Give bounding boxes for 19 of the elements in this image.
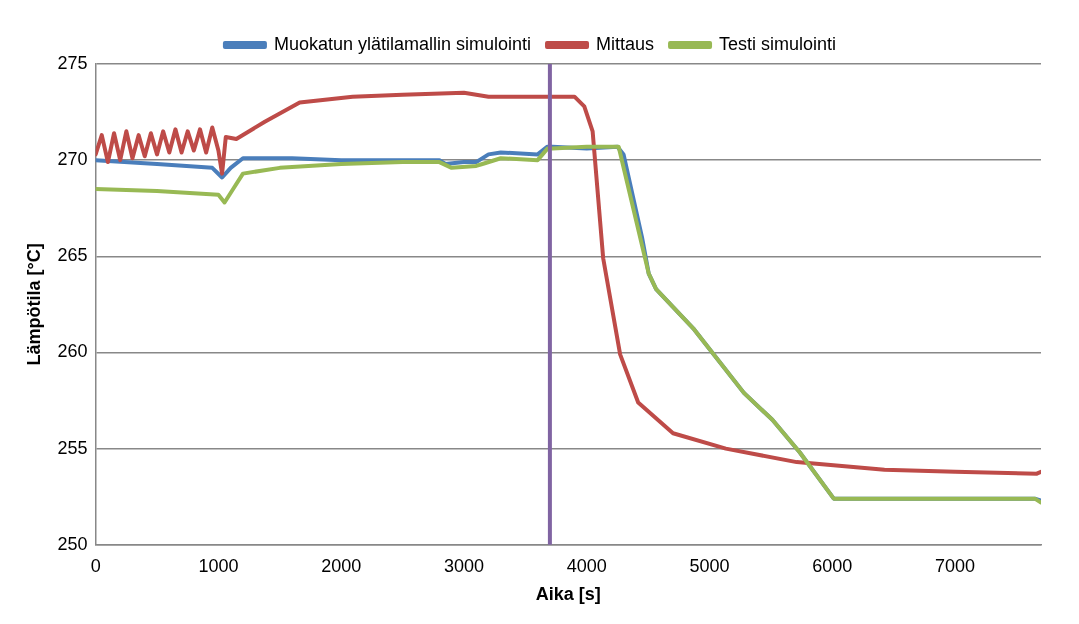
x-tick-label: 6000 [812, 555, 853, 576]
x-tick-label: 7000 [935, 555, 976, 576]
x-axis-title: Aika [s] [535, 584, 601, 605]
y-tick-label: 275 [57, 52, 88, 73]
legend-label: Testi simulointi [719, 33, 837, 54]
legend-label: Muokatun ylätilamallin simulointi [273, 33, 532, 54]
x-tick-label: 1000 [198, 555, 239, 576]
y-tick-label: 260 [57, 341, 88, 362]
y-tick-label: 270 [57, 149, 88, 170]
x-tick-label: 4000 [566, 555, 607, 576]
x-tick-label: 5000 [689, 555, 730, 576]
y-tick-label: 265 [57, 245, 88, 266]
y-tick-label: 255 [57, 437, 88, 458]
legend-label: Mittaus [596, 33, 655, 54]
x-tick-label: 0 [90, 555, 101, 576]
y-axis-title: Lämpötila [°C] [23, 243, 44, 366]
x-tick-label: 3000 [443, 555, 484, 576]
y-tick-label: 250 [57, 533, 88, 554]
x-tick-label: 2000 [321, 555, 362, 576]
